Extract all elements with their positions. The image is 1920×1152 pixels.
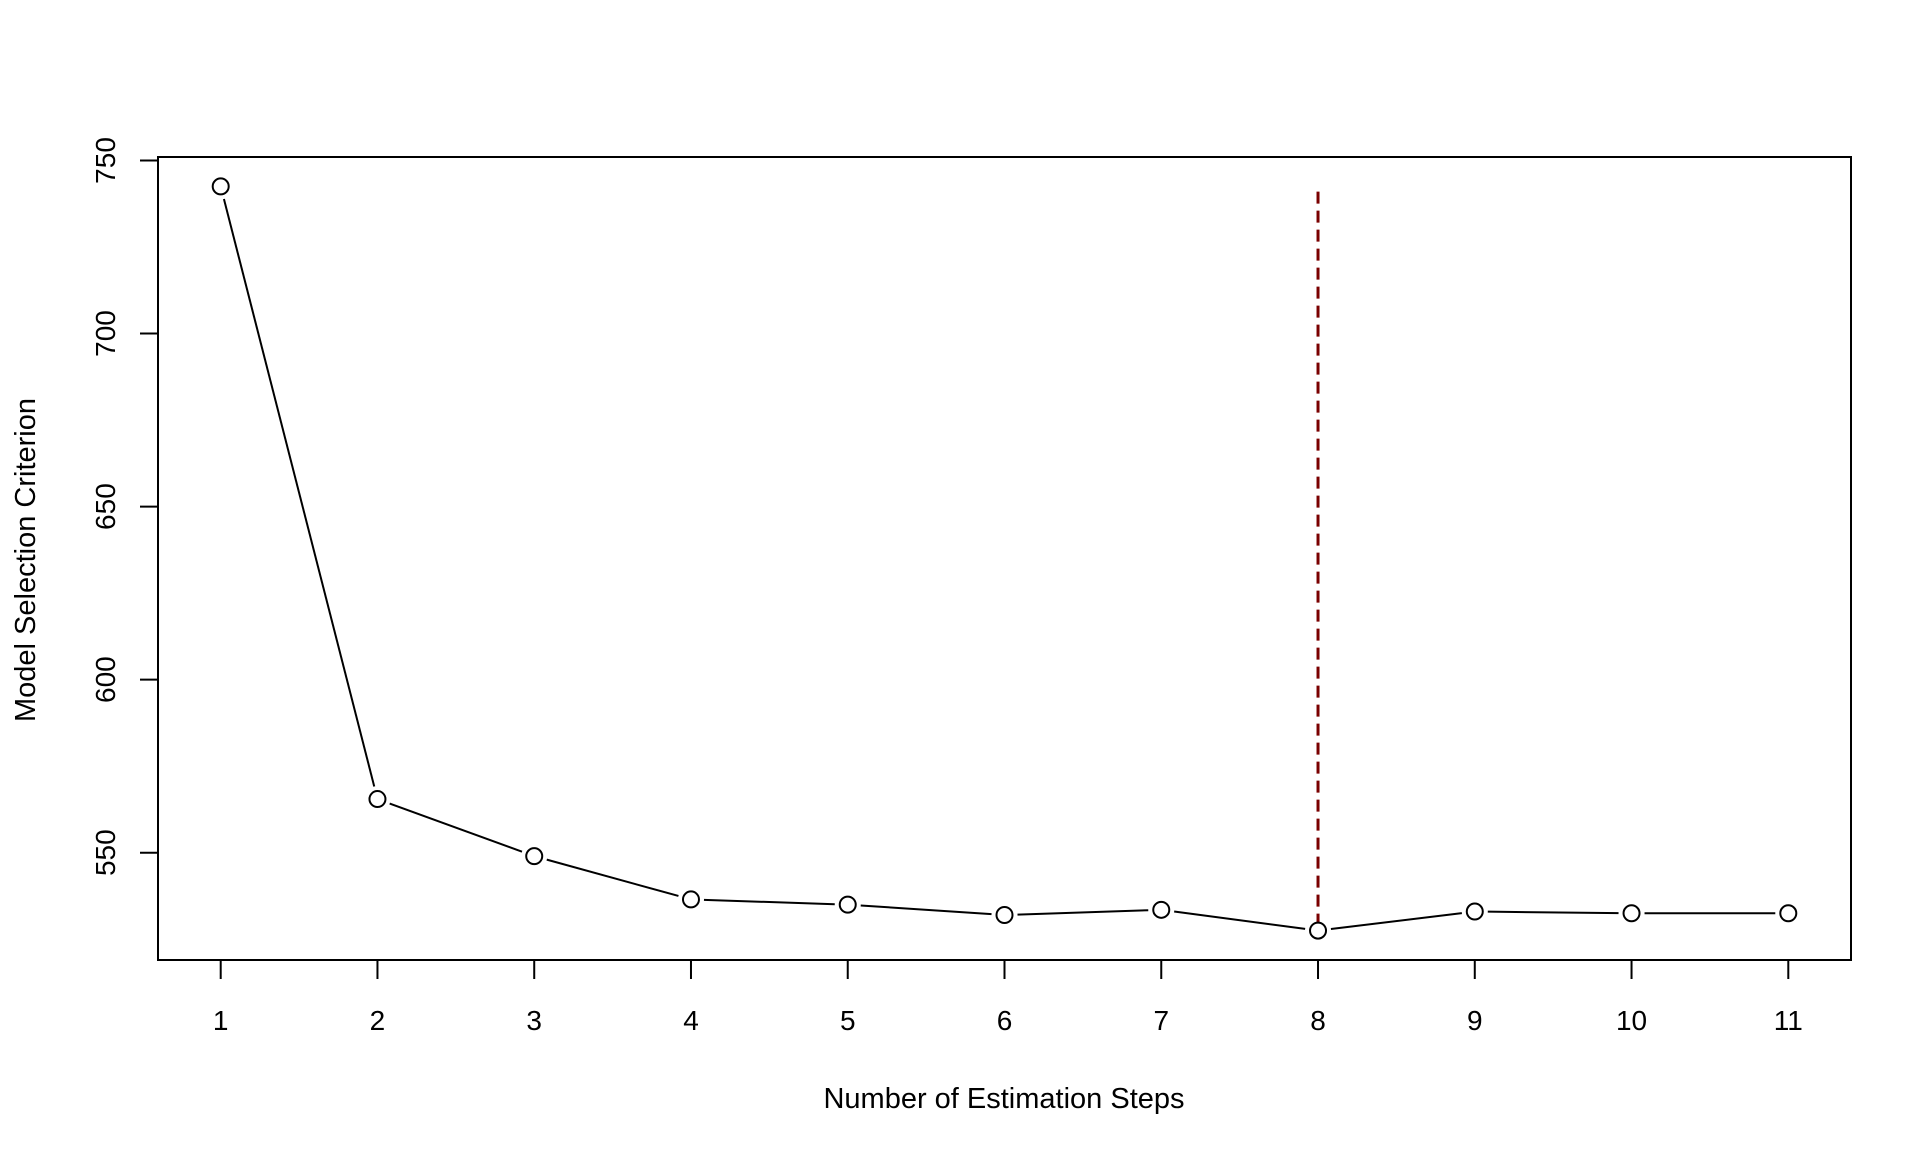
- series-line-segment: [860, 904, 992, 916]
- y-tick-label: 600: [90, 656, 121, 703]
- series-line-segment: [1017, 909, 1149, 916]
- x-axis: 1 2 3 4 5 6 7 8 9 10 11: [213, 959, 1803, 1036]
- x-tick-label: 10: [1616, 1005, 1647, 1036]
- x-tick-label: 11: [1774, 1005, 1803, 1036]
- y-tick-label: 650: [90, 483, 121, 530]
- series-line-segment: [389, 802, 523, 853]
- series-line-segment: [1174, 910, 1306, 930]
- x-tick-label: 4: [683, 1005, 699, 1036]
- series-line-segment: [1487, 910, 1619, 915]
- data-point: [1309, 921, 1328, 940]
- series-line-segment: [703, 898, 835, 906]
- x-tick-label: 3: [526, 1005, 542, 1036]
- data-point: [995, 906, 1014, 925]
- x-tick-label: 2: [370, 1005, 386, 1036]
- plot-frame: [157, 156, 1852, 961]
- series-layer: [211, 177, 1798, 940]
- data-point: [838, 895, 857, 914]
- y-tick-label: 550: [90, 829, 121, 876]
- x-tick-label: 1: [213, 1005, 229, 1036]
- x-tick-label: 8: [1310, 1005, 1326, 1036]
- data-point: [525, 847, 544, 866]
- x-axis-label: Number of Estimation Steps: [823, 1083, 1184, 1115]
- data-point: [368, 790, 387, 809]
- data-point: [681, 890, 700, 909]
- y-tick-label: 700: [90, 310, 121, 357]
- data-point: [211, 177, 230, 196]
- x-tick-label: 6: [997, 1005, 1013, 1036]
- x-tick-label: 7: [1153, 1005, 1169, 1036]
- data-point: [1152, 900, 1171, 919]
- series-line-segment: [546, 858, 679, 897]
- y-tick-label: 750: [90, 137, 121, 184]
- y-axis-label: Model Selection Criterion: [10, 398, 42, 722]
- x-tick-label: 5: [840, 1005, 856, 1036]
- series-line-segment: [222, 198, 376, 787]
- data-point: [1779, 904, 1798, 923]
- y-axis: 550 600 650 700 750: [90, 137, 159, 876]
- data-point: [1465, 902, 1484, 921]
- x-tick-label: 9: [1467, 1005, 1483, 1036]
- series-line-segment: [1330, 912, 1462, 931]
- data-point: [1622, 904, 1641, 923]
